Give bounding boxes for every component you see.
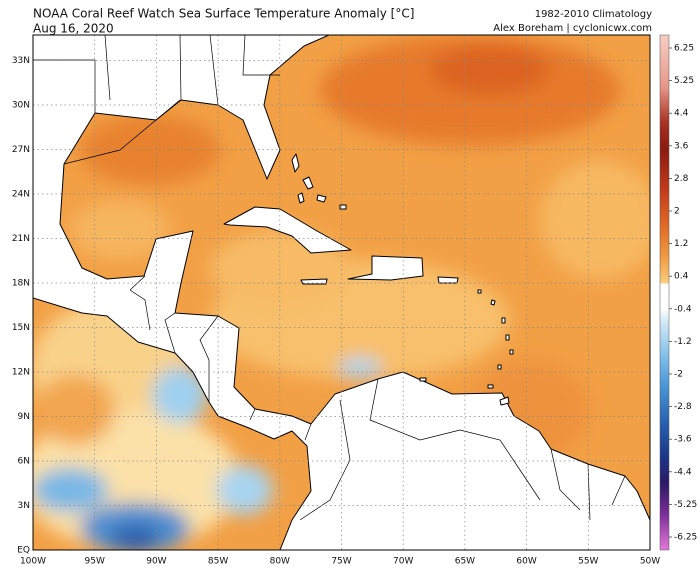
climatology-label: 1982-2010 Climatology <box>535 9 652 20</box>
lat-label: EQ <box>17 546 30 556</box>
lon-label: 50W <box>640 557 660 567</box>
lon-label: 75W <box>331 557 351 567</box>
lat-label: 6N <box>18 457 30 467</box>
colorbar-label: 5.25 <box>674 76 694 86</box>
lat-label: 33N <box>12 56 30 66</box>
lon-label: 60W <box>516 557 536 567</box>
lat-label: 3N <box>18 501 30 511</box>
lon-label: 95W <box>85 557 105 567</box>
colorbar-label: -2 <box>674 370 683 380</box>
colorbar-label: -4.4 <box>674 467 692 477</box>
lon-label: 55W <box>578 557 598 567</box>
lon-label: 70W <box>393 557 413 567</box>
colorbar <box>659 34 670 551</box>
lat-label: 9N <box>18 412 30 422</box>
lon-label: 85W <box>208 557 228 567</box>
lat-label: 27N <box>12 145 30 155</box>
plot-frame <box>32 34 651 551</box>
colorbar-label: 6.25 <box>674 44 694 54</box>
mainland <box>33 35 650 550</box>
colorbar-label: -0.4 <box>674 304 692 314</box>
colorbar-label: 2 <box>674 207 680 217</box>
anomaly-field <box>33 35 650 550</box>
lat-label: 15N <box>12 323 30 333</box>
colorbar-label: 1.2 <box>674 239 688 249</box>
jamaica <box>300 278 328 285</box>
lat-label: 21N <box>12 234 30 244</box>
map-title: NOAA Coral Reef Watch Sea Surface Temper… <box>33 7 414 21</box>
puerto-rico <box>437 276 459 284</box>
lon-label: 65W <box>455 557 475 567</box>
lon-label: 80W <box>270 557 290 567</box>
colorbar-label: 0.4 <box>674 272 689 282</box>
colorbar-label: 2.8 <box>674 174 689 184</box>
credit-label: Alex Boreham | cyclonicwx.com <box>493 23 652 34</box>
lat-label: 30N <box>12 101 30 111</box>
bahamas <box>291 153 347 210</box>
lat-label: 18N <box>12 279 30 289</box>
lon-label: 100W <box>20 557 46 567</box>
hispaniola <box>347 255 424 281</box>
colorbar-label: 4.4 <box>674 109 689 119</box>
lon-label: 90W <box>146 557 166 567</box>
colorbar-label: -1.2 <box>674 337 692 347</box>
colorbar-label: -3.6 <box>674 435 692 445</box>
colorbar-label: -2.8 <box>674 402 692 412</box>
lat-label: 24N <box>12 190 30 200</box>
map-date: Aug 16, 2020 <box>33 22 114 36</box>
colorbar-label: 3.6 <box>674 141 689 151</box>
borders <box>33 35 626 521</box>
colorbar-label: -6.25 <box>674 533 697 543</box>
colorbar-label: -5.25 <box>674 500 697 510</box>
lesser-antilles <box>419 289 514 406</box>
cuba <box>223 206 352 254</box>
lat-label: 12N <box>12 368 30 378</box>
